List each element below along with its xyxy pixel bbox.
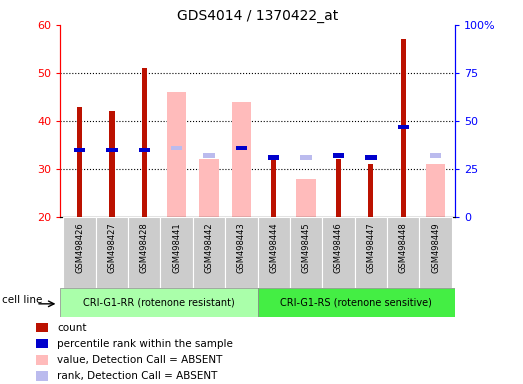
Bar — [397, 124, 409, 129]
Bar — [365, 155, 377, 160]
Bar — [139, 147, 150, 152]
Bar — [355, 217, 387, 288]
Bar — [387, 217, 419, 288]
Text: GSM498441: GSM498441 — [172, 223, 181, 273]
Bar — [257, 288, 455, 317]
Text: CRI-G1-RR (rotenone resistant): CRI-G1-RR (rotenone resistant) — [83, 297, 235, 308]
Bar — [128, 217, 161, 288]
Bar — [232, 102, 251, 217]
Bar — [193, 217, 225, 288]
Text: GSM498428: GSM498428 — [140, 223, 149, 273]
Bar — [257, 217, 290, 288]
Text: count: count — [58, 323, 87, 333]
Bar — [225, 217, 258, 288]
Bar — [171, 146, 183, 150]
Bar — [297, 179, 316, 217]
Text: value, Detection Call = ABSENT: value, Detection Call = ABSENT — [58, 355, 223, 365]
Text: GSM498446: GSM498446 — [334, 223, 343, 273]
Text: GSM498427: GSM498427 — [107, 223, 117, 273]
Bar — [430, 153, 441, 158]
Bar — [74, 147, 85, 152]
Bar — [96, 217, 128, 288]
Text: GSM498444: GSM498444 — [269, 223, 278, 273]
Bar — [203, 153, 215, 158]
Bar — [77, 107, 82, 217]
Bar — [167, 92, 186, 217]
Bar — [401, 40, 406, 217]
Bar — [36, 323, 48, 332]
Bar — [63, 217, 96, 288]
Bar — [290, 217, 322, 288]
Text: cell line: cell line — [3, 295, 43, 305]
Text: percentile rank within the sample: percentile rank within the sample — [58, 339, 233, 349]
Bar — [109, 111, 115, 217]
Text: GSM498449: GSM498449 — [431, 223, 440, 273]
Text: CRI-G1-RS (rotenone sensitive): CRI-G1-RS (rotenone sensitive) — [280, 297, 432, 308]
Bar — [142, 68, 147, 217]
Bar — [300, 155, 312, 160]
Bar — [271, 159, 276, 217]
Bar — [236, 146, 247, 150]
Text: GSM498445: GSM498445 — [302, 223, 311, 273]
Bar — [36, 339, 48, 348]
Bar — [60, 288, 257, 317]
Bar — [106, 147, 118, 152]
Text: GSM498443: GSM498443 — [237, 223, 246, 273]
Bar — [333, 153, 344, 158]
Bar — [236, 146, 247, 150]
Bar — [268, 155, 279, 160]
Text: GSM498442: GSM498442 — [204, 223, 213, 273]
Text: GSM498447: GSM498447 — [366, 223, 376, 273]
Bar — [199, 159, 219, 217]
Bar — [426, 164, 445, 217]
Text: GSM498448: GSM498448 — [399, 223, 408, 273]
Bar — [368, 164, 373, 217]
Text: rank, Detection Call = ABSENT: rank, Detection Call = ABSENT — [58, 371, 218, 381]
Title: GDS4014 / 1370422_at: GDS4014 / 1370422_at — [177, 8, 338, 23]
Bar — [419, 217, 452, 288]
Bar — [161, 217, 193, 288]
Bar — [36, 371, 48, 381]
Text: GSM498426: GSM498426 — [75, 223, 84, 273]
Bar — [336, 159, 341, 217]
Bar — [322, 217, 355, 288]
Bar — [36, 355, 48, 364]
